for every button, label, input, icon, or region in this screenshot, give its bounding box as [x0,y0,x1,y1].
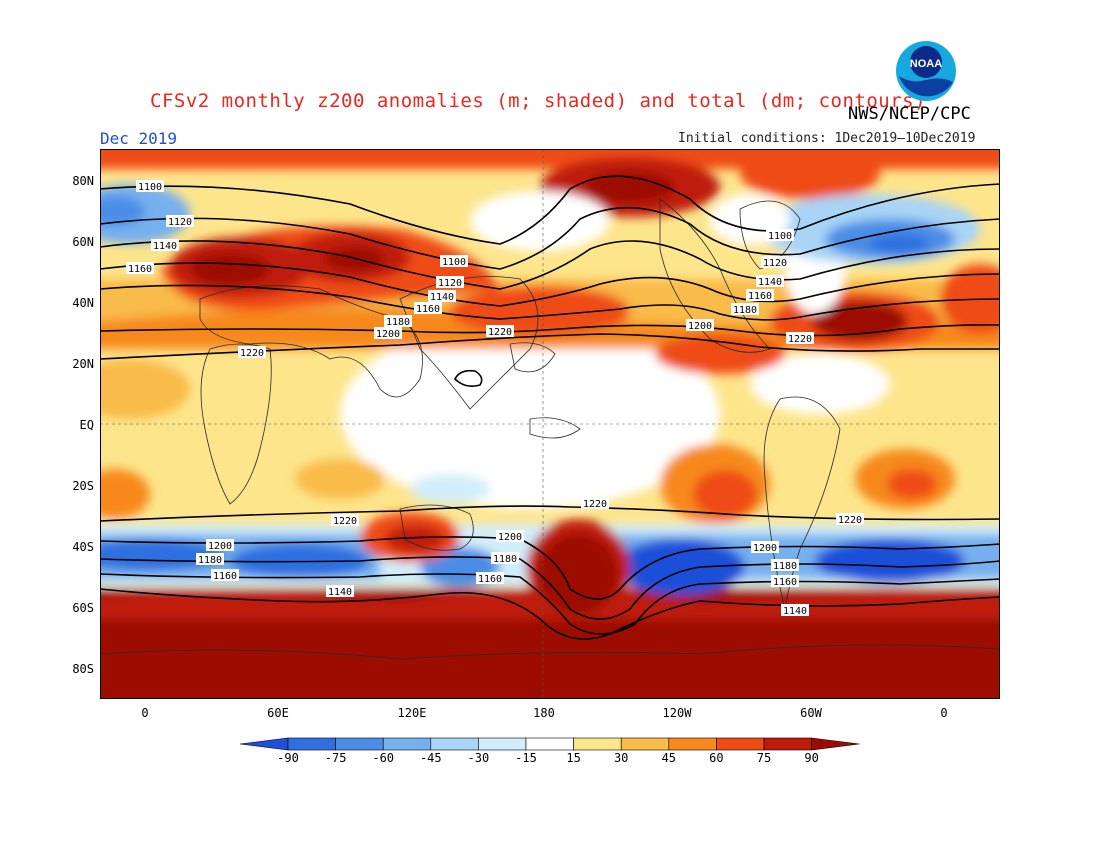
colorbar-segment [335,737,384,751]
lon-label-120w: 120W [662,706,692,720]
graticule [100,149,1000,699]
lat-label-80s: 80S [72,662,94,676]
contour-label-1200: 1200 [498,532,522,543]
colorbar-label: -60 [372,751,395,765]
contour-label-1100: 1100 [138,182,162,193]
contour-label-1180: 1180 [773,561,797,572]
contour-label-1140: 1140 [783,606,807,617]
lat-label-40n: 40N [72,296,94,310]
chart-title: CFSv2 monthly z200 anomalies (m; shaded)… [150,90,927,112]
coastlines [100,198,1000,660]
contour-label-1200: 1200 [688,321,712,332]
colorbar-label: 90 [804,751,819,765]
contour-label-1120: 1120 [438,278,462,289]
contour-label-1220: 1220 [583,499,607,510]
colorbar-segment [240,737,289,751]
colorbar-label: 60 [709,751,724,765]
colorbar-segment [525,737,574,751]
lat-label-20n: 20N [72,357,94,371]
colorbar-label: -75 [324,751,347,765]
contour-label-1180: 1180 [493,554,517,565]
contour-label-1180: 1180 [386,317,410,328]
contour-label-1220: 1220 [838,515,862,526]
lon-label-0-east: 0 [940,706,948,720]
lat-label-40s: 40S [72,540,94,554]
logo-text: NOAA [910,58,942,70]
contour-label-1100: 1100 [442,257,466,268]
map-frame [100,149,1000,699]
lon-label-60e: 60E [267,706,289,720]
colorbar-segment [573,737,622,751]
contour-label-1140: 1140 [758,277,782,288]
contour-label-1160: 1160 [128,264,152,275]
noaa-logo-icon: NOAA [896,41,956,101]
lon-label-180: 180 [533,706,555,720]
anomaly-map: 1100 1120 1140 1160 1100 1120 1140 1160 … [100,149,1000,699]
colorbar-label: 45 [661,751,677,765]
height-contours [100,175,1000,640]
contour-label-1160: 1160 [416,304,440,315]
colorbar-segment [763,737,812,751]
lat-label-60s: 60S [72,601,94,615]
forecast-period: Dec 2019 [100,129,178,148]
contour-label-1220: 1220 [788,334,812,345]
colorbar-label: 15 [566,751,581,765]
contour-label-1160: 1160 [478,574,502,585]
colorbar-segment [668,737,717,751]
colorbar-segment [620,737,670,751]
colorbar-segment [287,737,336,751]
colorbar-label: 75 [756,751,772,765]
contour-label-1140: 1140 [153,241,177,252]
colorbar-label: -30 [467,751,490,765]
lon-label-120e: 120E [397,706,427,720]
contour-label-1160: 1160 [748,291,772,302]
contour-label-1220: 1220 [488,327,512,338]
contour-label-1180: 1180 [733,305,757,316]
lon-label-0: 0 [141,706,149,720]
contour-label-1120: 1120 [168,217,192,228]
contour-label-1220: 1220 [333,516,357,527]
colorbar-segment [716,737,765,751]
contour-labels: 1100 1120 1140 1160 1100 1120 1140 1160 … [126,180,864,617]
colorbar-label: -90 [277,751,299,765]
contour-label-1200: 1200 [376,329,400,340]
contour-label-1160: 1160 [213,571,237,582]
colorbar-segment [430,737,479,751]
contour-label-1140: 1140 [328,587,352,598]
contour-label-1220: 1220 [240,348,264,359]
colorbar-segment [478,737,527,751]
contour-label-1140: 1140 [430,292,454,303]
contour-label-1120: 1120 [763,258,787,269]
contour-label-1160: 1160 [773,577,797,588]
lat-label-60n: 60N [72,235,94,249]
contour-label-1100: 1100 [768,231,792,242]
colorbar-label: 30 [613,751,629,765]
contour-label-1200: 1200 [753,543,777,554]
lat-label-eq: EQ [79,418,94,432]
contour-label-1180: 1180 [198,555,222,566]
colorbar-label: -45 [419,751,442,765]
lon-label-60w: 60W [800,706,822,720]
colorbar-label: -15 [515,751,537,765]
colorbar-segment [382,737,432,751]
lat-label-80n: 80N [72,174,94,188]
colorbar-segment [811,737,860,751]
agency-credit: NWS/NCEP/CPC [848,104,971,124]
lat-label-20s: 20S [72,479,94,493]
colorbar [240,737,860,751]
contour-label-1200: 1200 [208,541,232,552]
initial-conditions: Initial conditions: 1Dec2019–10Dec2019 [678,131,976,146]
